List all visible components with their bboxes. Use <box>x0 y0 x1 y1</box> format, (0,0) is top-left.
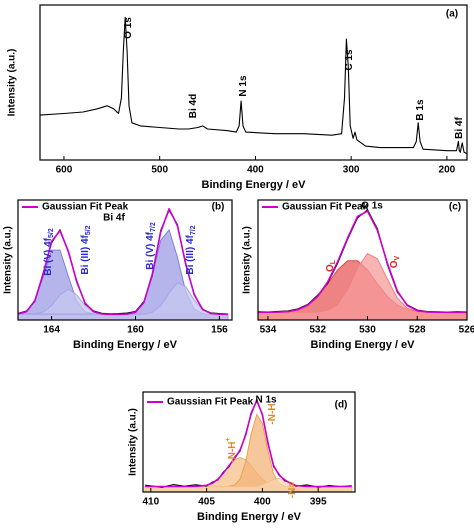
x-tick-label: 395 <box>310 497 327 508</box>
annotation: -N= <box>287 482 298 499</box>
annotation-text: C 1s <box>344 49 355 71</box>
x-tick-label: 534 <box>260 325 277 336</box>
panel-label: (a) <box>446 9 458 20</box>
annotation-text: Bi (III) 4f <box>185 234 196 274</box>
line <box>17 208 228 316</box>
line <box>145 399 352 488</box>
line <box>257 210 467 314</box>
x-axis-label: Binding Energy / eV <box>311 339 416 351</box>
panel-title: N 1s <box>255 395 277 406</box>
annotation: Bi (III) 4f7/2 <box>185 225 198 274</box>
x-tick-label: 600 <box>56 165 73 176</box>
legend-label: Gaussian Fit Peak <box>167 397 254 408</box>
annotation-sub: L <box>330 259 337 264</box>
line <box>39 16 468 155</box>
panel-label: (c) <box>449 202 461 213</box>
panel-title: O 1s <box>361 201 383 212</box>
x-tick-label: 200 <box>439 165 456 176</box>
annotation-text: Bi 4f <box>454 116 465 138</box>
x-tick-label: 526 <box>459 325 474 336</box>
plot-frame <box>17 199 233 321</box>
legend-label: Gaussian Fit Peak <box>282 202 369 213</box>
annotation-sub: 7/2 <box>150 222 157 232</box>
annotation-text: Bi (V) 4f <box>145 231 156 269</box>
annotation-text: -N= <box>287 482 298 499</box>
annotation: O 1s <box>123 17 134 39</box>
annotation: OL <box>325 259 338 272</box>
annotation-sub: 5/2 <box>85 225 92 235</box>
x-tick-label: 156 <box>211 325 228 336</box>
x-tick-label: 410 <box>142 497 159 508</box>
annotation: Bi 4f <box>454 116 465 138</box>
y-axis-label: Intensity (a.u.) <box>242 226 253 294</box>
x-tick-label: 500 <box>151 165 168 176</box>
x-tick-label: 528 <box>409 325 426 336</box>
annotation: -N-H+ <box>225 437 237 462</box>
y-axis-label: Intensity (a.u.) <box>128 408 139 476</box>
x-axis-label: Binding Energy / eV <box>202 179 307 191</box>
annotation: Bi (V) 4f5/2 <box>43 228 56 276</box>
legend-label: Gaussian Fit Peak <box>42 202 129 213</box>
plot-frame <box>257 199 468 321</box>
annotation-text: O <box>389 260 400 268</box>
y-axis-label: Intensity (a.u.) <box>3 226 14 294</box>
annotation: OV <box>389 255 402 268</box>
annotation-text: Bi (V) 4f <box>43 237 54 275</box>
annotation-sub: 5/2 <box>48 228 55 238</box>
annotation: Bi 4d <box>188 94 199 118</box>
panel-label: (b) <box>212 202 225 213</box>
annotation: -N-H <box>267 403 278 424</box>
annotation-text: O 1s <box>123 17 134 39</box>
x-tick-label: 400 <box>247 165 264 176</box>
annotation: Bi (V) 4f7/2 <box>145 222 158 270</box>
x-axis-label: Binding Energy / eV <box>73 339 178 351</box>
panel-title: Bi 4f <box>103 213 125 224</box>
annotation-text: N 1s <box>238 75 249 97</box>
panel-label: (d) <box>335 400 348 411</box>
annotation: N 1s <box>238 75 249 97</box>
annotation-sup: + <box>225 437 232 441</box>
annotation: C 1s <box>344 49 355 71</box>
annotation-text: -N-H <box>227 441 238 462</box>
annotation-text: Bi (III) 4f <box>80 234 91 274</box>
x-tick-label: 160 <box>127 325 144 336</box>
annotation: B 1s <box>415 99 426 121</box>
annotation-text: -N-H <box>267 403 278 424</box>
x-tick-label: 400 <box>254 497 271 508</box>
x-axis-label: Binding Energy / eV <box>197 511 302 523</box>
x-tick-label: 164 <box>43 325 60 336</box>
x-tick-label: 300 <box>343 165 360 176</box>
annotation-text: B 1s <box>415 99 426 121</box>
x-tick-label: 532 <box>309 325 326 336</box>
annotation-sub: V <box>394 255 401 260</box>
area <box>257 252 468 321</box>
annotation-text: O <box>325 264 336 272</box>
y-axis-label: Intensity (a.u.) <box>7 49 18 117</box>
plot-frame <box>39 4 468 161</box>
annotation-text: Bi 4d <box>188 94 199 118</box>
annotation-sub: 7/2 <box>190 225 197 235</box>
x-tick-label: 530 <box>359 325 376 336</box>
annotation: Bi (III) 4f5/2 <box>80 225 93 274</box>
plot-frame <box>142 391 356 493</box>
x-tick-label: 405 <box>198 497 215 508</box>
